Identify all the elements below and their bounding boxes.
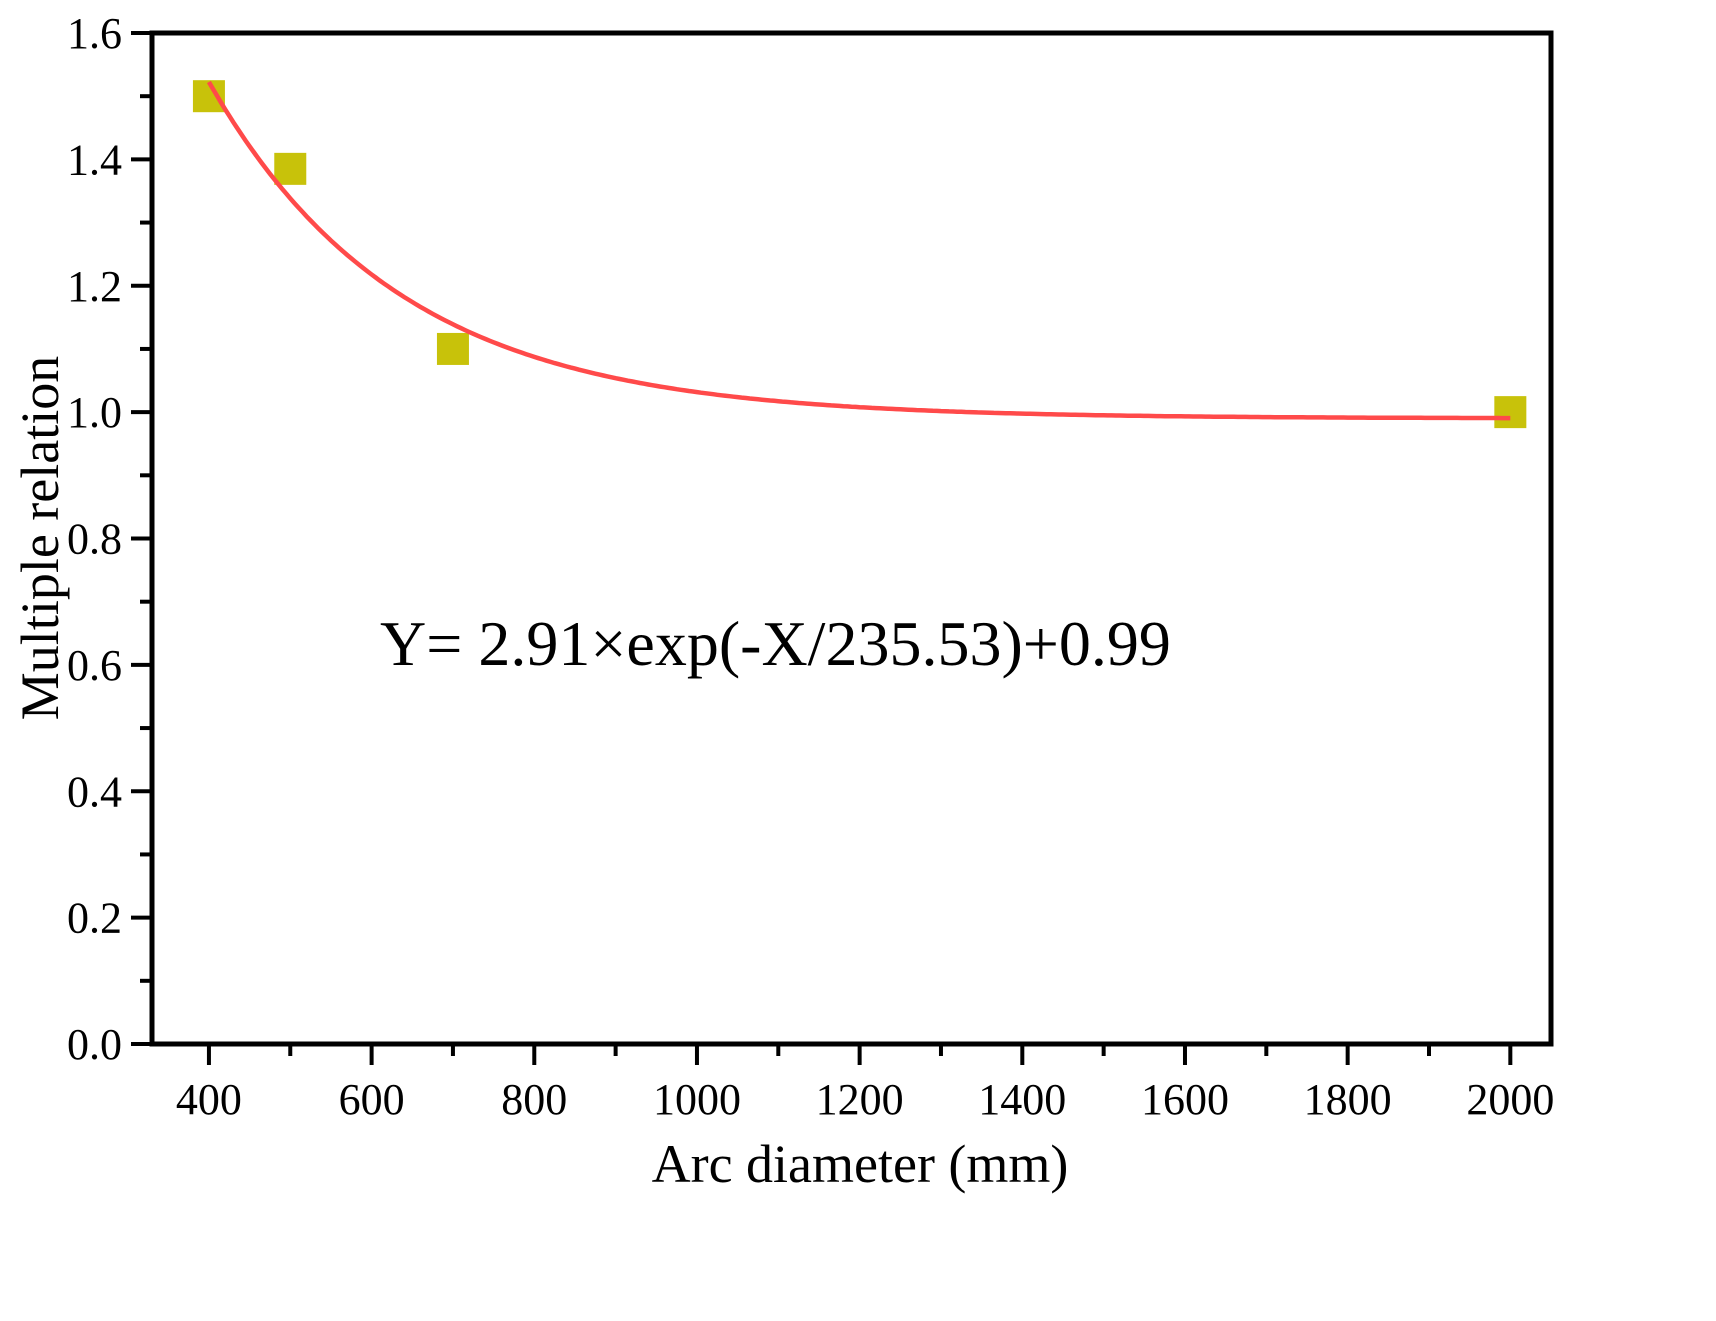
- x-tick-label: 800: [501, 1075, 567, 1124]
- y-axis-ticks: 0.0 0.2 0.4 0.6 0.8 1.0 1.2 1.4 1.6: [67, 9, 152, 1069]
- plot-frame: [149, 30, 1554, 1047]
- x-axis-title: Arc diameter (mm): [652, 1134, 1069, 1194]
- data-point-square: [436, 332, 469, 365]
- data-point-square: [1494, 396, 1527, 429]
- fit-line: [206, 80, 1511, 421]
- x-tick-label: 1800: [1304, 1075, 1392, 1124]
- x-tick-label: 1200: [816, 1075, 904, 1124]
- x-axis-ticks: 400 600 800 1000 1200 1400 1600 1800 2000: [176, 1044, 1554, 1124]
- y-tick-label: 1.0: [67, 388, 122, 437]
- x-tick-label: 2000: [1466, 1075, 1554, 1124]
- y-tick-label: 0.8: [67, 515, 122, 564]
- y-tick-label: 0.2: [67, 894, 122, 943]
- x-tick-label: 600: [339, 1075, 405, 1124]
- x-tick-label: 1400: [978, 1075, 1066, 1124]
- y-tick-label: 1.6: [67, 9, 122, 58]
- y-tick-label: 1.4: [67, 135, 122, 184]
- x-tick-label: 1600: [1141, 1075, 1229, 1124]
- data-points: [192, 80, 1527, 429]
- y-tick-label: 1.2: [67, 262, 122, 311]
- y-tick-label: 0.0: [67, 1020, 122, 1069]
- y-axis-title: Multiple relation: [10, 356, 70, 720]
- plot-border: [149, 30, 1554, 1047]
- data-point-square: [274, 152, 307, 185]
- y-tick-label: 0.4: [67, 767, 122, 816]
- x-tick-label: 400: [176, 1075, 242, 1124]
- fit-equation-annotation: Y= 2.91×exp(-X/235.53)+0.99: [380, 608, 1171, 679]
- y-tick-label: 0.6: [67, 641, 122, 690]
- fit-curve: [206, 80, 1511, 421]
- x-tick-label: 1000: [653, 1075, 741, 1124]
